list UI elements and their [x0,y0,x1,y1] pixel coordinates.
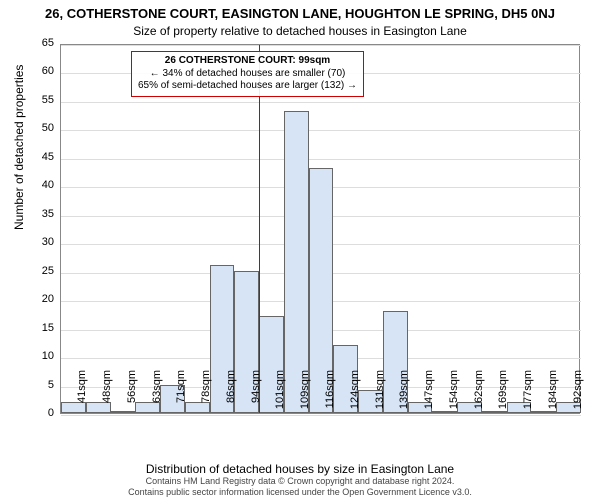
x-tick-label: 94sqm [250,370,262,420]
x-tick-label: 116sqm [324,370,336,420]
x-tick-label: 71sqm [175,370,187,420]
y-tick-label: 50 [24,122,54,134]
y-gridline [61,130,581,131]
x-tick-label: 78sqm [200,370,212,420]
x-tick-label: 124sqm [349,370,361,420]
footer-line-2: Contains public sector information licen… [0,487,600,498]
footer-line-1: Contains HM Land Registry data © Crown c… [0,476,600,487]
x-tick-label: 63sqm [151,370,163,420]
x-tick-label: 139sqm [398,370,410,420]
histogram-bar [284,111,309,413]
chart-area: 26 COTHERSTONE COURT: 99sqm← 34% of deta… [60,44,580,414]
annotation-box: 26 COTHERSTONE COURT: 99sqm← 34% of deta… [131,51,364,97]
y-tick-label: 15 [24,322,54,334]
x-tick-label: 48sqm [101,370,113,420]
y-tick-label: 40 [24,179,54,191]
annotation-line: ← 34% of detached houses are smaller (70… [138,68,357,81]
x-tick-label: 147sqm [423,370,435,420]
x-tick-label: 86sqm [225,370,237,420]
x-tick-label: 41sqm [76,370,88,420]
x-tick-label: 154sqm [448,370,460,420]
plot-region: 26 COTHERSTONE COURT: 99sqm← 34% of deta… [60,44,580,414]
x-tick-label: 192sqm [572,370,584,420]
y-tick-label: 45 [24,151,54,163]
x-tick-label: 101sqm [274,370,286,420]
y-tick-label: 30 [24,236,54,248]
y-tick-label: 65 [24,37,54,49]
annotation-line: 65% of semi-detached houses are larger (… [138,80,357,93]
y-tick-label: 20 [24,293,54,305]
x-tick-label: 56sqm [126,370,138,420]
y-tick-label: 60 [24,65,54,77]
y-tick-label: 35 [24,208,54,220]
marker-line [259,45,260,413]
y-tick-label: 0 [24,407,54,419]
x-tick-label: 184sqm [547,370,559,420]
page-title: 26, COTHERSTONE COURT, EASINGTON LANE, H… [0,0,600,21]
page-subtitle: Size of property relative to detached ho… [0,21,600,38]
y-tick-label: 5 [24,379,54,391]
x-tick-label: 131sqm [374,370,386,420]
x-tick-label: 177sqm [522,370,534,420]
y-tick-label: 25 [24,265,54,277]
annotation-line: 26 COTHERSTONE COURT: 99sqm [138,55,357,68]
y-tick-label: 55 [24,94,54,106]
x-axis-label: Distribution of detached houses by size … [0,462,600,476]
y-axis-label: Number of detached properties [12,65,26,230]
footer-attribution: Contains HM Land Registry data © Crown c… [0,476,600,498]
y-gridline [61,159,581,160]
x-tick-label: 109sqm [299,370,311,420]
y-tick-label: 10 [24,350,54,362]
y-gridline [61,45,581,46]
x-tick-label: 169sqm [497,370,509,420]
y-gridline [61,102,581,103]
x-tick-label: 162sqm [473,370,485,420]
